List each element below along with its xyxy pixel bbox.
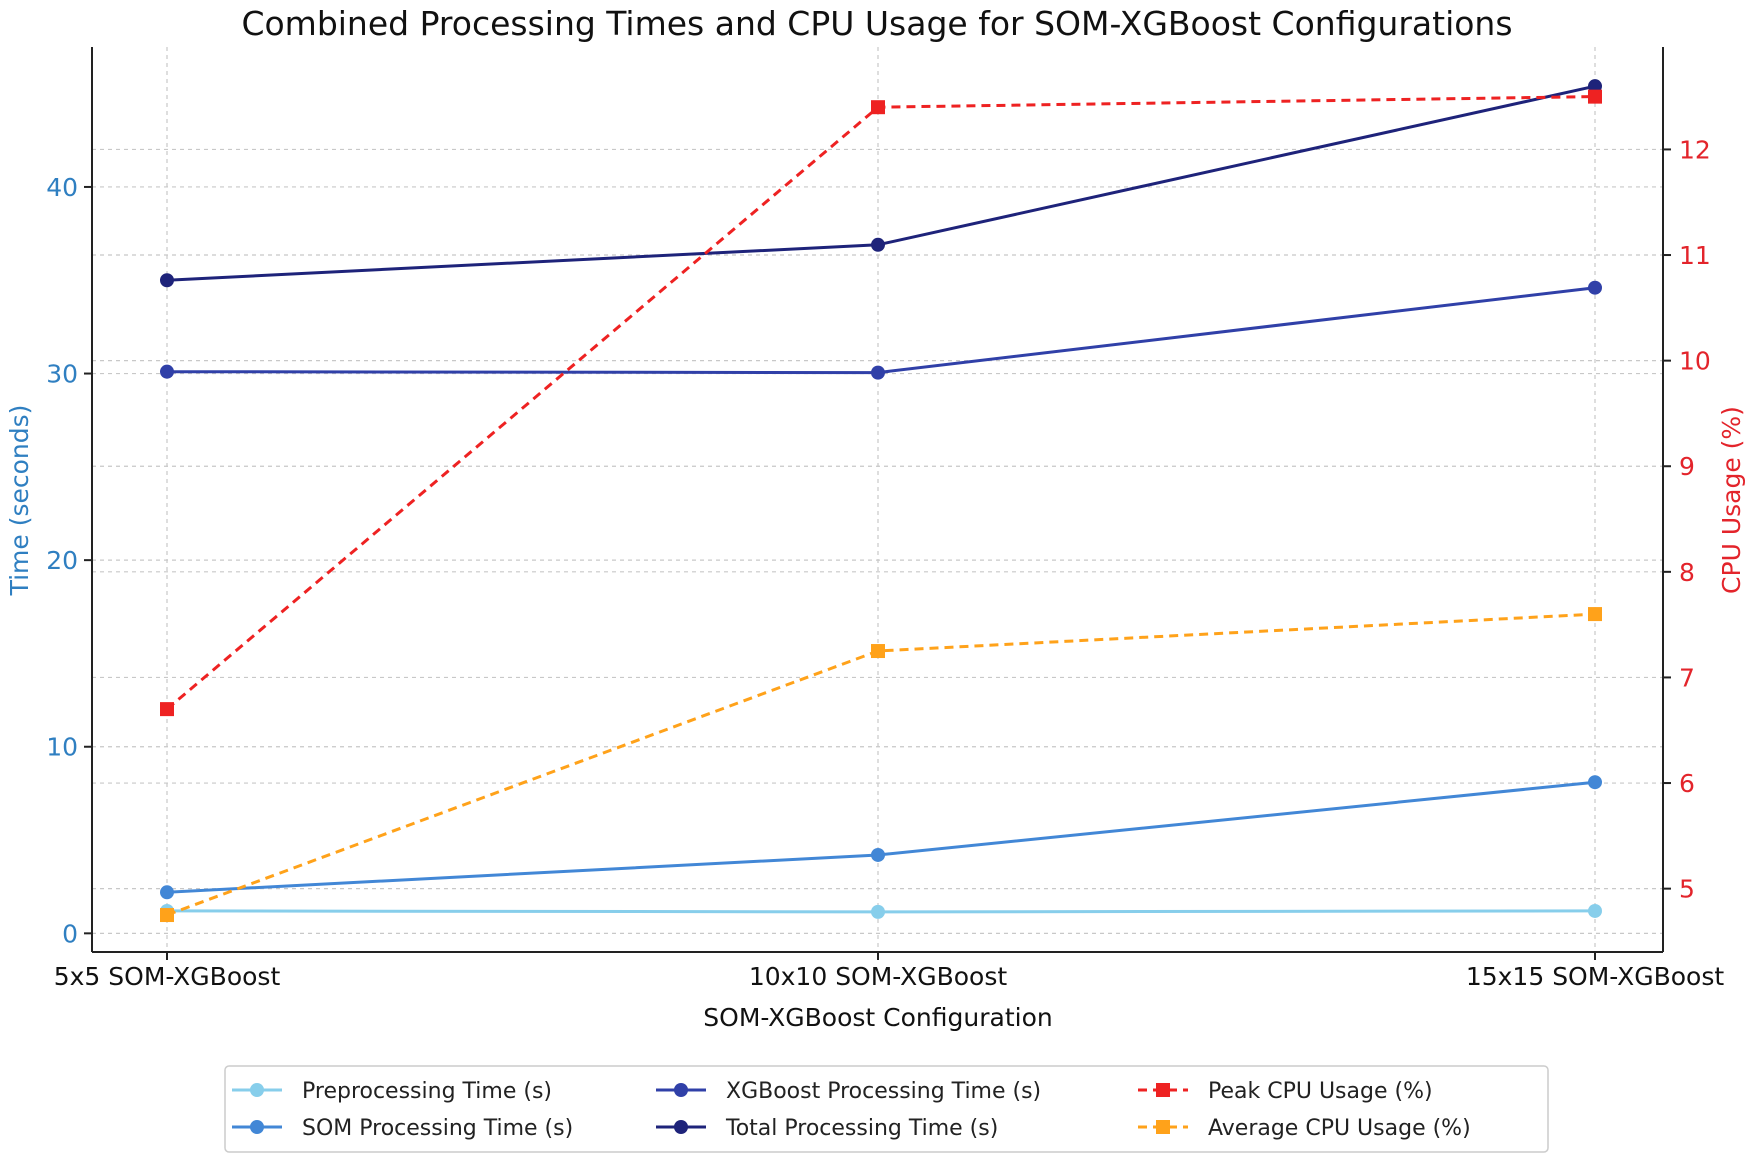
x-tick-label: 15x15 SOM-XGBoost: [1466, 962, 1725, 991]
data-point: [871, 644, 885, 659]
ticks-layer: 5x5 SOM-XGBoost 10x10 SOM-XGBoost 15x15 SO…: [46, 135, 1724, 991]
data-point: [871, 100, 885, 115]
series-average-cpu-usage: [160, 607, 1602, 923]
data-point: [160, 702, 174, 717]
y-left-tick-label: 10: [46, 733, 78, 762]
legend-marker: [674, 1083, 688, 1097]
data-point: [1588, 89, 1602, 104]
legend-item: Total Processing Time (s): [656, 1116, 998, 1141]
data-point: [160, 885, 174, 900]
data-point: [871, 237, 885, 252]
legend-item: Preprocessing Time (s): [232, 1079, 552, 1104]
data-point: [871, 904, 885, 919]
data-point: [160, 908, 174, 923]
legend-marker: [250, 1083, 264, 1097]
series-line: [166, 780, 1596, 894]
legend-item: XGBoost Processing Time (s): [656, 1079, 1041, 1104]
data-point: [1588, 607, 1602, 622]
legend-marker: [1156, 1120, 1170, 1134]
legend-marker: [1156, 1083, 1170, 1097]
x-tick-label: 5x5 SOM-XGBoost: [54, 962, 281, 991]
y-left-tick-label: 0: [62, 919, 78, 948]
right-y-axis-label: CPU Usage (%): [1717, 406, 1746, 594]
legend-label: SOM Processing Time (s): [302, 1116, 573, 1141]
series-peak-cpu-usage: [160, 89, 1602, 717]
y-right-tick-label: 5: [1679, 875, 1695, 904]
y-left-tick-label: 30: [46, 360, 78, 389]
x-tick-label: 10x10 SOM-XGBoost: [749, 962, 1008, 991]
chart-title: Combined Processing Times and CPU Usage …: [241, 4, 1512, 43]
legend-item: Average CPU Usage (%): [1138, 1116, 1471, 1141]
series-line: [166, 286, 1596, 375]
y-right-tick-label: 8: [1679, 558, 1695, 587]
legend-label: Peak CPU Usage (%): [1208, 1079, 1433, 1104]
legend: Preprocessing Time (s) SOM Processing Tim…: [224, 1065, 1549, 1153]
grid-layer: [92, 47, 1663, 952]
data-point: [871, 365, 885, 380]
data-point: [1588, 903, 1602, 918]
legend-box: [224, 1065, 1549, 1153]
series-layer: [160, 79, 1602, 923]
legend-marker: [674, 1120, 688, 1134]
data-point: [160, 364, 174, 379]
y-right-tick-label: 6: [1679, 769, 1695, 798]
series-line: [166, 612, 1596, 917]
y-right-tick-label: 7: [1679, 663, 1695, 692]
y-right-tick-label: 10: [1679, 347, 1711, 376]
legend-marker: [250, 1120, 264, 1134]
legend-label: Preprocessing Time (s): [302, 1079, 552, 1104]
x-axis-label: SOM-XGBoost Configuration: [703, 1003, 1052, 1032]
data-point: [1588, 775, 1602, 790]
legend-item: SOM Processing Time (s): [232, 1116, 573, 1141]
series-som-processing-time-s: [160, 775, 1602, 900]
series-xgboost-processing-time-s: [160, 280, 1602, 380]
legend-label: Average CPU Usage (%): [1208, 1116, 1471, 1141]
data-point: [1588, 280, 1602, 295]
y-left-tick-label: 40: [46, 173, 78, 202]
y-right-tick-label: 9: [1679, 452, 1695, 481]
left-y-axis-label: Time (seconds): [5, 405, 34, 597]
legend-label: XGBoost Processing Time (s): [726, 1079, 1041, 1104]
legend-label: Total Processing Time (s): [725, 1116, 998, 1141]
data-point: [871, 847, 885, 862]
legend-item: Peak CPU Usage (%): [1138, 1079, 1433, 1104]
data-point: [160, 273, 174, 288]
y-right-tick-label: 12: [1679, 135, 1711, 164]
series-line: [166, 95, 1596, 711]
y-right-tick-label: 11: [1679, 241, 1711, 270]
y-left-tick-label: 20: [46, 546, 78, 575]
series-preprocessing-time-s: [160, 903, 1602, 919]
